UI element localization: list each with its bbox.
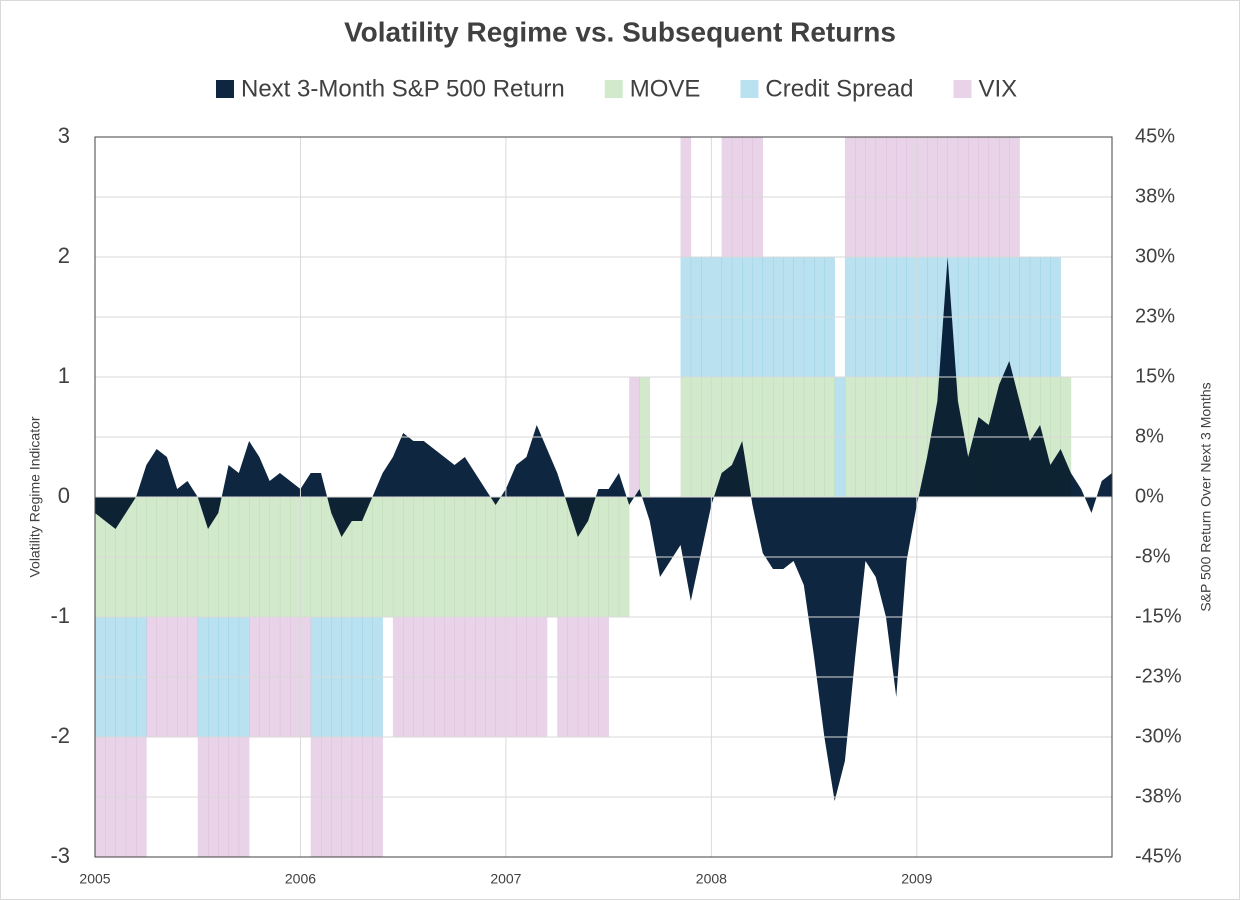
x-tick-label: 2005: [79, 871, 110, 887]
y-tick-label: -1: [50, 603, 70, 628]
y2-tick-label: 38%: [1135, 185, 1175, 207]
legend-label: Credit Spread: [765, 75, 913, 102]
legend-swatch: [604, 80, 623, 98]
x-tick-label: 2006: [285, 871, 316, 887]
x-tick-label: 2009: [901, 871, 932, 887]
plot-border: [94, 136, 1113, 858]
legend-label: VIX: [979, 75, 1018, 102]
y2-axis-label: S&P 500 Return Over Next 3 Months: [1198, 382, 1214, 611]
y-tick-label: 3: [58, 123, 70, 148]
legend-swatch: [216, 80, 234, 98]
y2-tick-label: 0%: [1135, 485, 1164, 507]
y-tick-label: 1: [58, 363, 70, 388]
y-tick-label: 0: [58, 483, 70, 508]
y-tick-label: -3: [50, 843, 70, 868]
y2-tick-label: 15%: [1135, 365, 1175, 387]
y-tick-label: -2: [50, 723, 70, 748]
y2-tick-label: 8%: [1135, 425, 1164, 447]
y-axis-label: Volatility Regime Indicator: [27, 416, 43, 577]
x-tick-label: 2007: [490, 871, 521, 887]
x-tick-label: 2008: [696, 871, 727, 887]
y2-tick-label: -38%: [1135, 785, 1182, 807]
y2-tick-label: 30%: [1135, 245, 1175, 267]
y2-tick-label: 23%: [1135, 305, 1175, 327]
legend-swatch: [953, 80, 972, 98]
chart-title: Volatility Regime vs. Subsequent Returns: [344, 16, 896, 47]
y2-tick-label: -45%: [1135, 845, 1182, 867]
legend-swatch: [740, 80, 759, 98]
y2-tick-label: 45%: [1135, 125, 1175, 147]
y2-tick-label: -30%: [1135, 725, 1182, 747]
y2-tick-label: -8%: [1135, 545, 1171, 567]
y2-tick-label: -15%: [1135, 605, 1182, 627]
legend-label: Next 3-Month S&P 500 Return: [241, 75, 565, 102]
legend-label: MOVE: [630, 75, 701, 102]
y2-tick-label: -23%: [1135, 665, 1182, 687]
return-area: [95, 257, 1112, 801]
y-tick-label: 2: [58, 243, 70, 268]
